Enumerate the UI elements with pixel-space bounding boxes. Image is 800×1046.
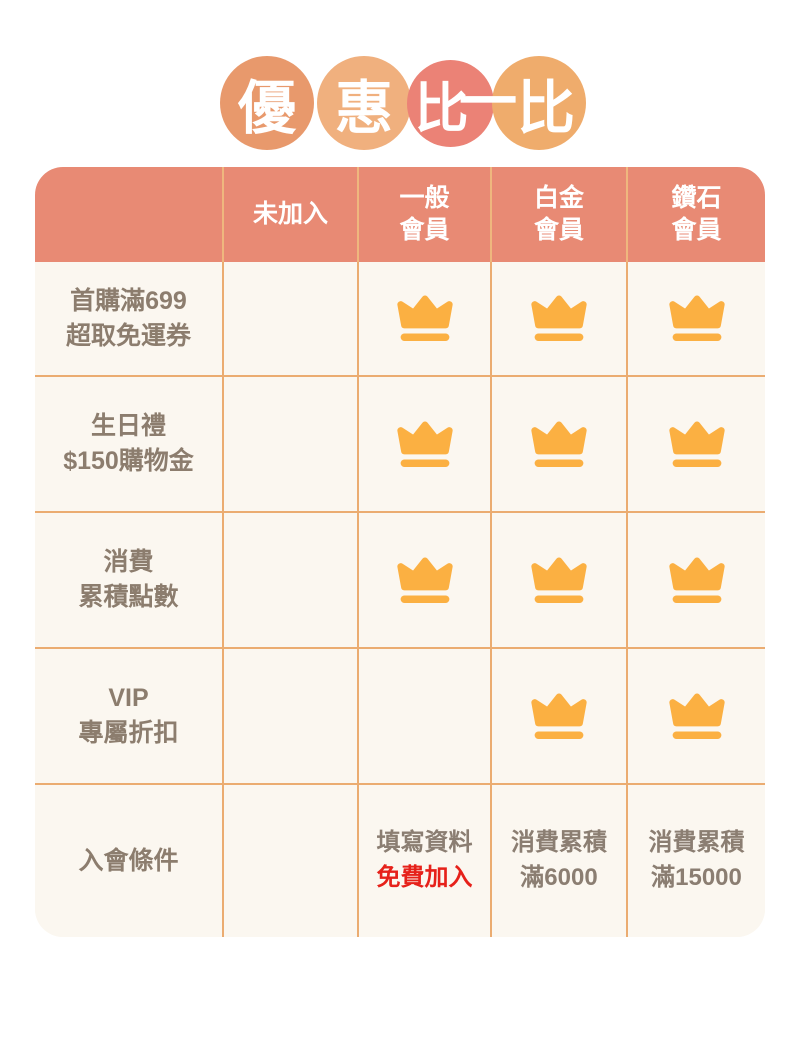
title-char-hui: 惠 [334,76,393,141]
benefit-cell [628,649,765,783]
benefit-cell [224,513,359,647]
crown-icon [668,693,725,739]
title-circle-4: 比 [492,56,586,150]
crown-icon [668,557,725,603]
condition-cell-guest [224,785,359,937]
table-row-points: 消費 累積點數 [35,511,765,647]
condition-text: 消費累積 滿6000 [511,829,607,891]
benefit-cell [492,513,628,647]
table-body: 首購滿699 超取免運券 生日禮 $150購物金 [35,262,765,937]
crown-icon [531,557,587,603]
crown-icon [668,295,725,341]
header-cell-diamond-member: 鑽石 會員 [671,184,722,244]
header-row: 未加入 一般 會員 白金 會員 鑽石 會員 [35,167,765,262]
crown-icon [396,421,453,467]
table-row-free-shipping: 首購滿699 超取免運券 [35,262,765,375]
title-char-bi-1: 比 [414,78,469,139]
header-cell-empty [35,167,224,262]
benefit-cell [359,649,492,783]
row-label: 入會條件 [35,785,224,937]
crown-icon [531,295,587,341]
crown-icon [531,693,587,739]
condition-cell-platinum: 消費累積 滿6000 [492,785,628,937]
table-row-vip-discount: VIP 專屬折扣 [35,647,765,783]
header-cell-regular-member: 一般 會員 [359,167,492,262]
crown-icon [531,421,587,467]
table-row-join-conditions: 入會條件 填寫資料 免費加入 消費累積 滿6000 消費累積 滿15000 [35,783,765,937]
page: 優 惠 比 比 一 未加入 一般 會員 白金 會員 鑽石 會員 首購滿699 超… [0,56,800,937]
benefit-cell [492,649,628,783]
crown-icon [396,557,453,603]
title-circle-3: 比 [407,59,494,147]
header-cell-guest: 未加入 [224,167,359,262]
title-char-bi-2: 比 [516,76,575,141]
crown-icon [396,295,453,341]
title-circle-2: 惠 [317,56,411,150]
benefit-cell [628,377,765,511]
condition-cell-diamond: 消費累積 滿15000 [628,785,765,937]
benefit-cell [359,513,492,647]
free-join-highlight: 免費加入 [376,864,473,891]
benefit-cell [224,649,359,783]
page-title: 優 惠 比 比 一 [220,56,586,150]
title-char-you: 優 [237,76,296,141]
benefit-cell [492,262,628,375]
benefit-cell [492,377,628,511]
benefit-cell [628,513,765,647]
benefit-cell [359,262,492,375]
condition-cell-regular: 填寫資料 免費加入 [359,785,492,937]
crown-icon [668,421,725,467]
row-label: 首購滿699 超取免運券 [35,262,224,375]
row-label: 消費 累積點數 [35,513,224,647]
benefit-cell [224,262,359,375]
condition-text: 填寫資料 [376,829,473,857]
benefit-cell [628,262,765,375]
benefits-comparison-table: 未加入 一般 會員 白金 會員 鑽石 會員 首購滿699 超取免運券 生日禮 $… [35,167,765,937]
header-cell-platinum-member: 白金 會員 [492,167,628,262]
condition-text: 消費累積 滿15000 [648,829,745,891]
table-row-birthday-gift: 生日禮 $150購物金 [35,375,765,511]
title-circle-1: 優 [220,56,314,150]
row-label: 生日禮 $150購物金 [35,377,224,511]
benefit-cell [359,377,492,511]
benefit-cell [224,377,359,511]
row-label: VIP 專屬折扣 [35,649,224,783]
